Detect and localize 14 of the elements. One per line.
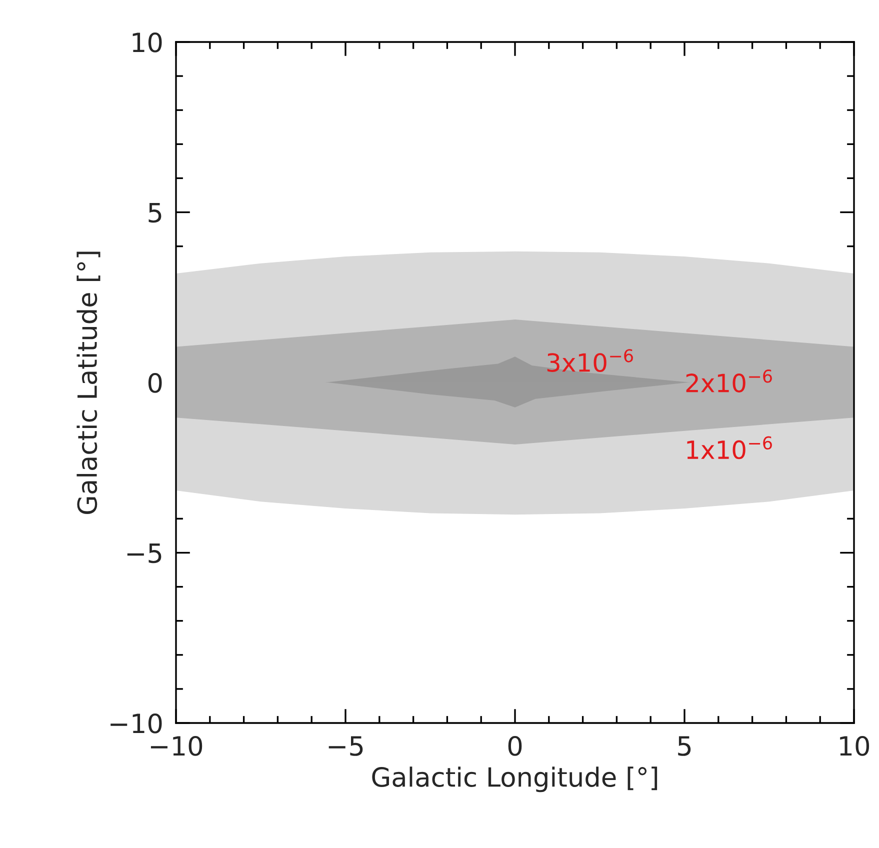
annotation: 3x10$^{−6}$	[547, 349, 633, 372]
y-axis-title: Galactic Latitude [°]	[76, 252, 100, 514]
y-tick-label: −5	[127, 544, 162, 564]
annotation: 2x10$^{−6}$	[686, 370, 772, 392]
x-tick-label: −5	[328, 736, 363, 756]
y-tick-label: 5	[148, 203, 162, 223]
y-tick-label: 0	[148, 372, 162, 393]
annotation: 1x10$^{−6}$	[687, 436, 772, 460]
y-tick-label: 10	[132, 32, 162, 52]
x-tick-label: 5	[678, 736, 691, 756]
x-tick-label: 10	[840, 736, 870, 756]
y-tick-label: −10	[110, 713, 162, 734]
x-axis-title: Galactic Longitude [°]	[372, 766, 658, 792]
x-tick-label: 0	[508, 736, 522, 756]
